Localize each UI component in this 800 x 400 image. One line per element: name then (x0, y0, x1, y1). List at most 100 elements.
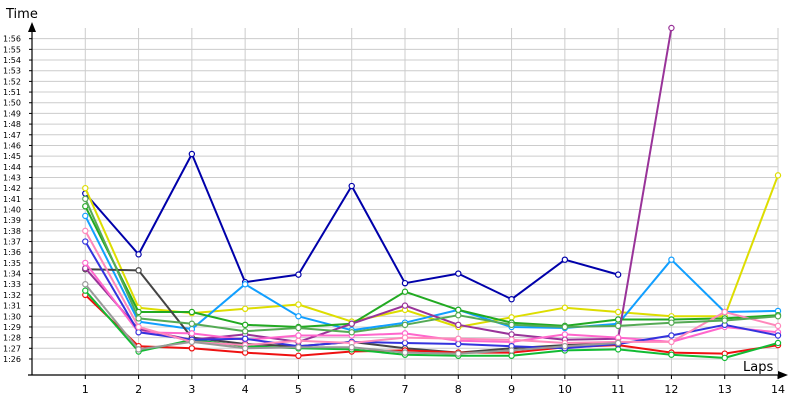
x-tick-label: 12 (664, 383, 678, 396)
data-point (241, 321, 249, 329)
series-8 (82, 24, 675, 346)
data-point (188, 338, 196, 346)
data-point (614, 308, 622, 316)
data-point (295, 271, 302, 278)
y-tick-label: 1:43 (3, 173, 21, 182)
y-tick-label: 1:37 (3, 238, 21, 247)
data-point (188, 345, 196, 352)
data-point (135, 329, 142, 336)
series-lines (82, 24, 782, 362)
series-line (84, 174, 779, 328)
data-point (82, 281, 89, 288)
data-point (455, 340, 462, 348)
y-tick-label: 1:46 (3, 141, 21, 150)
y-tick-label: 1:30 (3, 312, 21, 321)
y-tick-label: 1:45 (3, 152, 21, 161)
y-tick-labels: 1:26 1:271:28 1:29 1:301:31 1:32 1:331:34 1:35… (3, 35, 32, 364)
series-11 (82, 227, 782, 349)
y-axis-title: Time (5, 7, 38, 22)
data-point (348, 329, 355, 336)
y-tick-label: 1:52 (3, 77, 21, 86)
x-tick-label: 7 (402, 383, 409, 396)
data-point (774, 322, 782, 330)
series-line (84, 290, 779, 359)
series-line (84, 294, 779, 357)
data-point (508, 314, 515, 321)
data-point (401, 349, 409, 356)
data-point (82, 212, 89, 220)
series-line (84, 240, 779, 350)
data-point (508, 352, 515, 359)
x-tick-label: 13 (718, 383, 732, 396)
series-1 (82, 150, 622, 303)
data-point (561, 342, 569, 350)
x-tick-label: 14 (771, 383, 785, 396)
data-point (401, 302, 409, 309)
data-point (295, 337, 302, 345)
data-point (295, 352, 302, 359)
data-point (721, 354, 728, 362)
data-point (668, 256, 675, 263)
data-point (401, 339, 409, 347)
y-tick-label: 1:39 (3, 216, 21, 225)
data-point (135, 323, 142, 331)
data-point (401, 334, 409, 341)
y-tick-label: 1:41 (3, 195, 21, 204)
data-point (241, 281, 249, 288)
y-tick-label: 1:38 (3, 227, 21, 236)
data-point (508, 331, 515, 338)
series-4 (82, 203, 782, 331)
data-point (561, 331, 569, 338)
y-tick-label: 1:55 (3, 45, 21, 54)
data-point (455, 270, 462, 277)
y-tick-label: 1:34 (3, 270, 21, 279)
data-point (508, 336, 515, 343)
data-point (188, 308, 196, 316)
data-point (348, 182, 355, 190)
data-point (82, 238, 89, 245)
x-tick-label: 11 (611, 383, 625, 396)
y-tick-label: 1:54 (3, 56, 21, 65)
x-tick-label: 3 (188, 383, 195, 396)
data-point (135, 251, 142, 258)
data-point (455, 312, 462, 319)
data-point (614, 316, 622, 323)
x-tick-labels: 1 2 3 4 5 6 7 8 9 10 11 12 13 14 (82, 375, 785, 396)
data-point (614, 346, 622, 353)
series-13 (82, 195, 782, 336)
y-tick-label: 1:51 (3, 88, 21, 97)
data-point (668, 338, 675, 346)
y-tick-label: 1:40 (3, 206, 21, 215)
series-line (84, 205, 779, 328)
data-point (401, 288, 409, 295)
data-point (774, 339, 782, 347)
x-tick-label: 1 (82, 383, 89, 396)
data-point (774, 332, 782, 339)
data-point (508, 347, 515, 354)
y-tick-label: 1:49 (3, 109, 21, 118)
y-tick-label: 1:26 (3, 355, 21, 364)
data-point (135, 346, 142, 353)
data-point (774, 172, 782, 179)
data-point (82, 259, 89, 267)
x-tick-label: 4 (242, 383, 249, 396)
data-point (241, 328, 249, 335)
data-point (721, 317, 728, 324)
data-point (348, 344, 355, 351)
data-point (455, 350, 462, 357)
series-line (84, 215, 779, 332)
data-point (455, 306, 462, 314)
data-point (508, 295, 515, 303)
y-tick-label: 1:50 (3, 99, 21, 108)
data-point (668, 24, 675, 32)
data-point (561, 304, 569, 311)
y-tick-label: 1:48 (3, 120, 21, 129)
data-point (614, 339, 622, 347)
y-tick-label: 1:27 (3, 344, 21, 353)
data-point (401, 279, 409, 287)
data-point (455, 335, 462, 342)
data-point (295, 301, 302, 308)
y-tick-label: 1:36 (3, 248, 21, 257)
data-point (82, 195, 89, 203)
x-tick-label: 9 (508, 383, 515, 396)
